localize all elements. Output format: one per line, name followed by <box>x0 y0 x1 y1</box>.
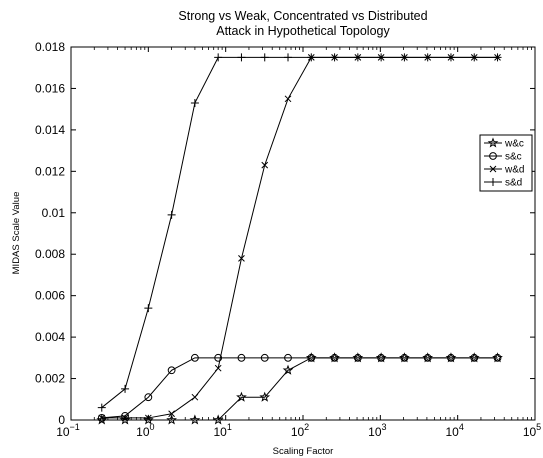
x-tick-label: 100 <box>136 422 154 439</box>
data-point-s-d <box>307 53 316 62</box>
x-tick-label: 101 <box>213 422 231 439</box>
data-point-s-c <box>423 353 432 362</box>
data-point-s-c <box>167 366 176 375</box>
y-tick-label: 0.012 <box>35 164 65 178</box>
data-point-s-c <box>284 353 292 362</box>
y-tick-label: 0.006 <box>35 289 65 303</box>
data-point-s-c <box>353 353 362 362</box>
y-tick-label: 0.002 <box>35 372 65 386</box>
data-point-s-d <box>377 53 386 62</box>
legend-marker-s-c <box>489 152 497 160</box>
y-tick-label: 0.014 <box>35 123 65 137</box>
data-point-s-d <box>260 53 269 62</box>
legend-item-s-c: s&c <box>484 152 522 163</box>
data-point-w-c <box>212 414 224 425</box>
legend-label: s&d <box>505 178 522 189</box>
data-point-s-d <box>190 98 199 107</box>
data-point-w-d <box>98 414 106 422</box>
data-point-s-d <box>400 53 409 62</box>
series-w-c <box>96 352 503 425</box>
data-point-w-d <box>121 414 129 422</box>
data-point-w-c <box>259 391 271 402</box>
data-point-s-c <box>493 353 502 362</box>
data-point-s-d <box>97 403 106 412</box>
data-point-w-d <box>284 95 292 103</box>
legend-marker-w-c <box>487 137 499 148</box>
legend-label: s&c <box>505 152 522 163</box>
data-point-w-d <box>191 393 199 401</box>
data-point-s-d <box>353 53 362 62</box>
legend-marker-s-d <box>489 178 497 186</box>
y-tick-label: 0.016 <box>35 81 65 95</box>
data-point-w-c <box>282 364 294 375</box>
x-tick-label: 105 <box>523 422 541 439</box>
data-point-s-c <box>237 353 246 362</box>
data-point-w-c <box>119 414 131 425</box>
data-point-s-c <box>121 411 129 420</box>
data-point-s-c <box>214 353 223 362</box>
data-point-s-d <box>446 53 455 62</box>
data-point-s-c <box>307 353 316 362</box>
y-tick-label: 0 <box>58 413 65 427</box>
data-point-s-d <box>121 384 130 393</box>
y-axis-label: MIDAS Scale Value <box>11 192 22 275</box>
data-point-s-c <box>400 353 409 362</box>
data-point-s-c <box>330 353 339 362</box>
plot-area <box>70 46 536 421</box>
data-point-s-d <box>330 53 339 62</box>
data-point-w-d <box>144 414 152 422</box>
data-point-s-c <box>470 353 479 362</box>
series-s-d <box>97 53 502 412</box>
series-layer <box>96 53 503 425</box>
series-line-s-d <box>101 56 498 408</box>
data-point-s-d <box>167 210 176 219</box>
data-point-w-d <box>261 161 269 169</box>
x-axis-label: Scaling Factor <box>273 446 334 457</box>
y-tick-label: 0.008 <box>35 247 65 261</box>
y-tick-label: 0.004 <box>35 330 65 344</box>
data-point-s-c <box>190 353 199 362</box>
legend-item-w-d: w&d <box>484 165 524 176</box>
data-point-w-d <box>214 364 222 372</box>
data-point-s-d <box>214 53 223 62</box>
data-point-s-c <box>447 353 455 362</box>
data-point-s-c <box>260 353 269 362</box>
data-point-w-c <box>236 391 247 402</box>
data-point-s-d <box>237 53 246 62</box>
data-point-s-d <box>423 53 432 62</box>
data-point-w-c <box>166 414 177 425</box>
legend-label: w&c <box>504 139 524 150</box>
series-w-d <box>98 54 501 422</box>
x-tick-label: 10−1 <box>56 422 80 439</box>
y-tick-label: 0.018 <box>35 40 65 54</box>
data-point-w-c <box>189 414 201 425</box>
data-point-w-d <box>238 255 245 262</box>
data-point-w-d <box>168 410 175 418</box>
chart-title-line-2: Attack in Hypothetical Topology <box>216 24 390 38</box>
data-point-s-d <box>493 53 502 62</box>
x-tick-label: 104 <box>445 422 463 439</box>
data-point-s-c <box>144 393 153 402</box>
series-line-s-c <box>101 357 498 419</box>
series-line-w-c <box>101 357 498 421</box>
data-point-w-c <box>142 414 154 425</box>
data-point-s-d <box>470 53 479 62</box>
legend-item-s-d: s&d <box>484 178 522 189</box>
legend-marker-w-d <box>489 165 497 173</box>
x-tick-label: 102 <box>291 422 309 439</box>
legend: w&c s&c w&d s&d <box>479 134 533 192</box>
data-point-s-d <box>284 53 293 62</box>
chart-title-line-1: Strong vs Weak, Concentrated vs Distribu… <box>178 9 427 23</box>
series-s-c <box>97 353 502 422</box>
axis-ticks: 10−1 100 101 102 103 104 105 0 0.002 0.004 0.006 0.… <box>35 40 541 439</box>
data-point-s-d <box>144 304 153 313</box>
x-tick-label: 103 <box>368 422 386 439</box>
y-tick-label: 0.01 <box>42 206 66 220</box>
legend-label: w&d <box>504 165 524 176</box>
legend-item-w-c: w&c <box>484 137 524 150</box>
data-point-s-c <box>377 353 386 362</box>
